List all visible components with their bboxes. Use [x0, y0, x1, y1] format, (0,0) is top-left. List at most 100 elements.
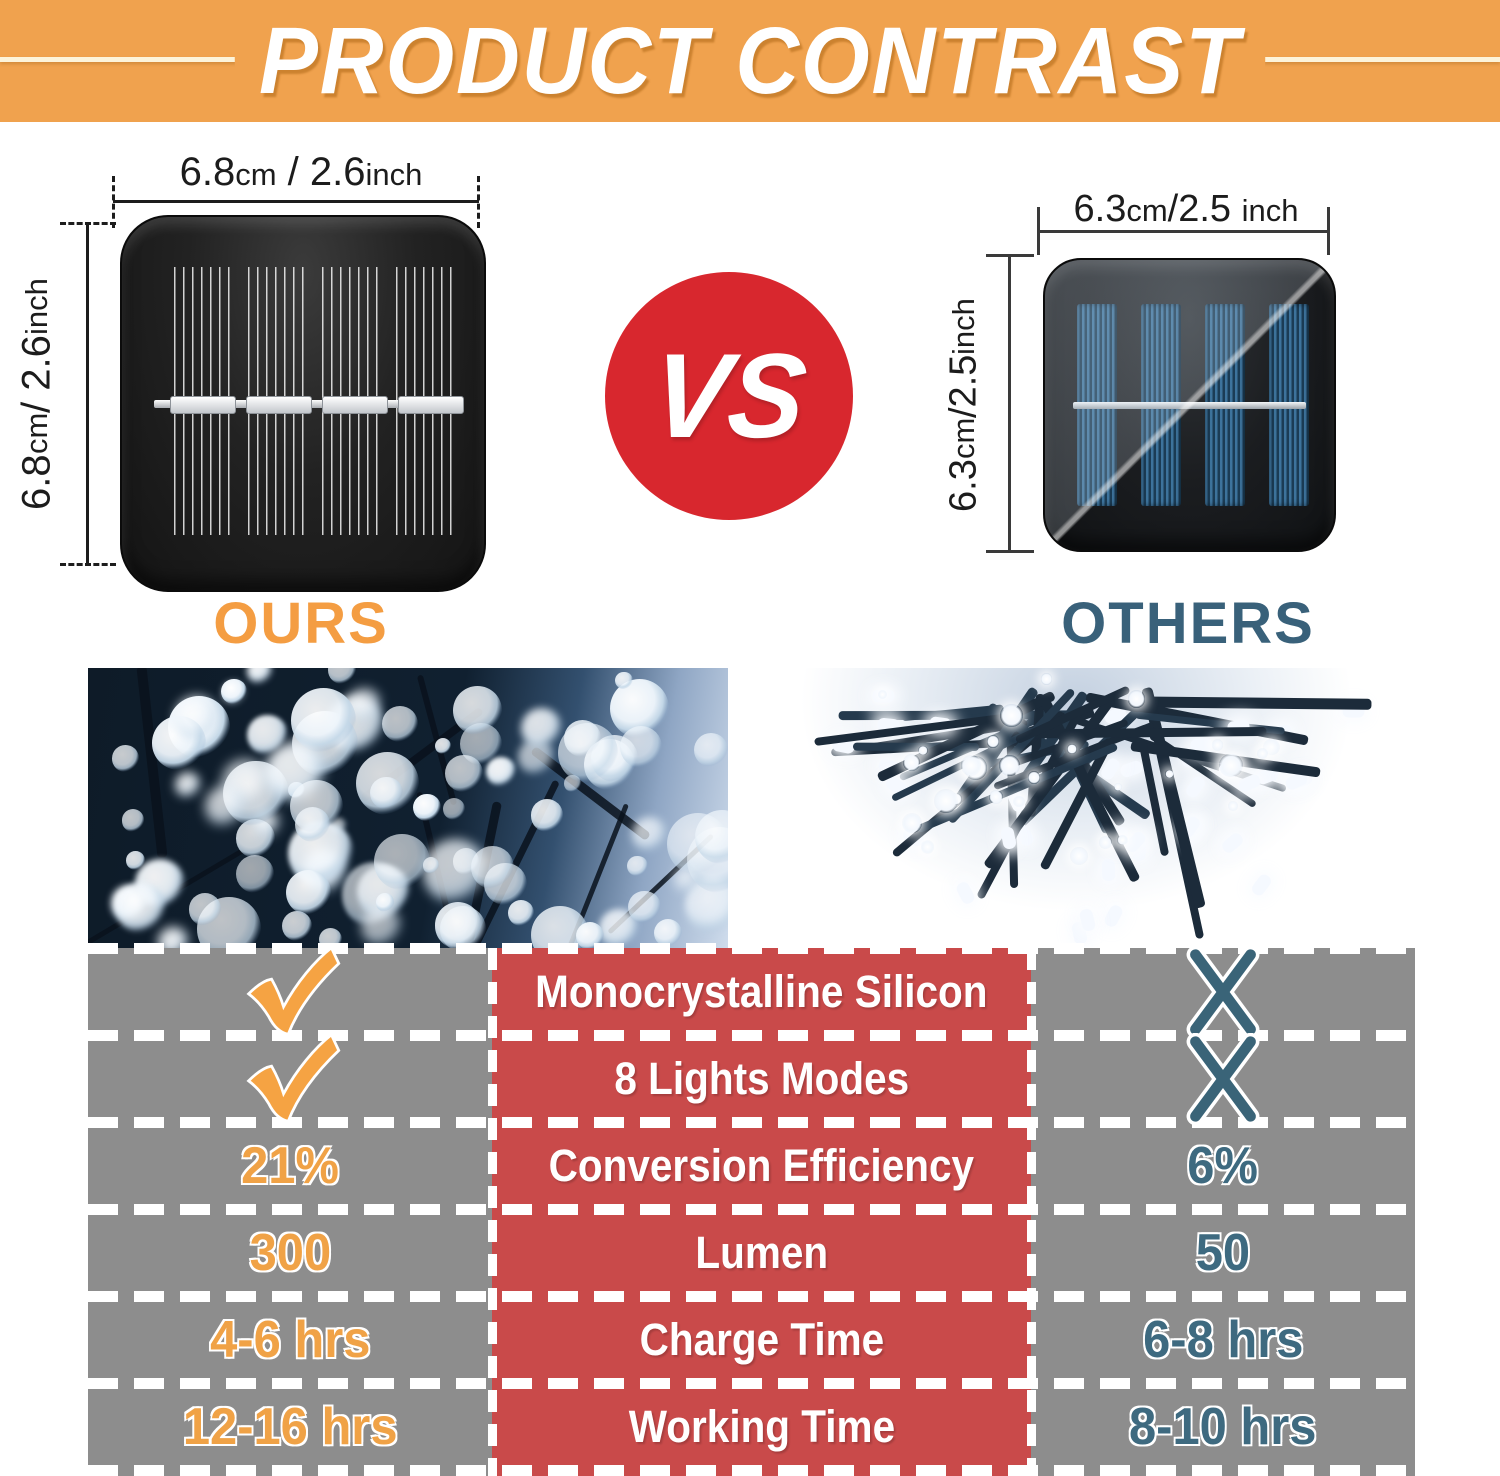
led-bokeh-light — [901, 812, 922, 833]
table-row: 12-16 hrs Working Time 8-10 hrs — [88, 1383, 1415, 1470]
ours-value-cell — [88, 1032, 492, 1123]
feature-label: Lumen — [695, 1226, 828, 1278]
led-bokeh-light — [693, 732, 728, 767]
others-lights-photo — [735, 668, 1418, 948]
others-width-dimension-label: 6.3cm/2.5 inch — [1073, 188, 1299, 230]
busbar — [154, 395, 464, 414]
others-value: 6% — [1187, 1136, 1259, 1195]
led-bokeh-light — [158, 927, 189, 948]
others-solar-panel — [1043, 258, 1336, 552]
led-bokeh-light — [1040, 672, 1053, 685]
led-bokeh-light — [174, 771, 202, 799]
led-bokeh-light — [632, 817, 667, 852]
led-bokeh-light — [486, 756, 516, 787]
table-row: 4-6 hrs Charge Time 6-8 hrs — [88, 1296, 1415, 1383]
led-bokeh-light — [998, 755, 1020, 777]
led-bokeh-light — [1099, 836, 1113, 850]
table-row: 21% Conversion Efficiency 6% — [88, 1122, 1415, 1209]
led-bokeh-light — [115, 882, 166, 934]
led-bokeh-light — [413, 793, 441, 821]
others-height-dimension-label: 6.3 cm/2.5 inch — [942, 297, 985, 513]
cross-icon — [1186, 945, 1260, 1038]
led-bokeh-light — [318, 927, 343, 948]
ours-solar-panel — [120, 215, 486, 592]
led-tip — [1102, 859, 1116, 882]
feature-label: Charge Time — [639, 1313, 884, 1365]
led-bokeh-light — [188, 893, 222, 926]
led-bokeh-light — [440, 906, 487, 948]
led-bokeh-light — [999, 703, 1023, 727]
led-bokeh-light — [1070, 847, 1089, 866]
check-icon — [246, 1032, 341, 1123]
led-bokeh-light — [530, 799, 564, 832]
feature-label: Monocrystalline Silicon — [535, 965, 988, 1017]
led-bokeh-light — [673, 866, 700, 893]
led-bokeh-light — [328, 668, 357, 685]
led-bokeh-light — [246, 668, 272, 684]
others-label: OTHERS — [1061, 591, 1315, 656]
others-value: 8-10 hrs — [1129, 1397, 1317, 1456]
comparison-table: Monocrystalline Silicon 8 Lights Modes — [88, 943, 1415, 1476]
vs-label: VS — [645, 329, 813, 463]
led-bokeh-light — [220, 678, 247, 705]
led-bokeh-light — [445, 755, 483, 793]
table-row: 8 Lights Modes — [88, 1032, 1415, 1125]
led-bokeh-light — [470, 845, 514, 889]
led-bokeh-light — [235, 854, 275, 894]
ours-value-cell — [88, 945, 492, 1036]
ours-value: 4-6 hrs — [209, 1310, 371, 1369]
vs-badge: VS — [605, 272, 853, 520]
led-bokeh-light — [988, 789, 1004, 805]
ours-width-measure-line — [113, 200, 479, 203]
others-value: 50 — [1195, 1223, 1251, 1282]
others-value-cell — [1031, 945, 1415, 1038]
feature-label: 8 Lights Modes — [614, 1052, 909, 1104]
led-bokeh-light — [126, 851, 145, 871]
ours-lights-photo — [88, 668, 728, 948]
feature-label: Working Time — [628, 1400, 895, 1452]
others-width-measure-line — [1038, 230, 1330, 233]
led-bokeh-light — [442, 797, 466, 820]
led-bokeh-light — [281, 910, 312, 941]
led-bokeh-light — [619, 726, 663, 769]
check-icon — [246, 945, 341, 1036]
led-bokeh-light — [1113, 782, 1123, 792]
led-bokeh-light — [361, 906, 403, 948]
header-banner: PRODUCT CONTRAST — [0, 0, 1500, 122]
led-bokeh-light — [558, 723, 619, 784]
led-bokeh-light — [933, 788, 959, 814]
led-bokeh-light — [173, 694, 220, 741]
ours-height-measure-line — [86, 223, 89, 565]
led-bokeh-light — [615, 671, 633, 689]
feature-label: Conversion Efficiency — [548, 1139, 975, 1191]
ours-value: 12-16 hrs — [182, 1397, 398, 1456]
ours-width-dimension-label: 6.8cm / 2.6inch — [179, 150, 423, 194]
led-bokeh-light — [434, 737, 451, 754]
led-bokeh-light — [370, 776, 403, 810]
led-bokeh-light — [653, 919, 683, 948]
led-bokeh-light — [878, 690, 888, 700]
table-row: Monocrystalline Silicon — [88, 945, 1415, 1038]
others-height-measure-line — [1008, 256, 1011, 552]
led-bokeh-light — [1165, 769, 1174, 778]
led-bokeh-light — [628, 890, 661, 924]
table-row: 300 Lumen 50 — [88, 1209, 1415, 1296]
led-bokeh-light — [920, 840, 935, 854]
panel-reflection — [1045, 260, 1334, 550]
led-bokeh-light — [918, 745, 929, 756]
led-bokeh-light — [204, 785, 246, 827]
led-bokeh-light — [111, 745, 139, 772]
led-bokeh-light — [374, 834, 430, 890]
led-bokeh-light — [1212, 739, 1224, 751]
led-bokeh-light — [1228, 800, 1239, 811]
others-value: 6-8 hrs — [1142, 1310, 1304, 1369]
others-value-cell — [1031, 1032, 1415, 1125]
led-bokeh-light — [422, 857, 440, 874]
ours-value: 300 — [249, 1223, 331, 1282]
led-bokeh-light — [986, 734, 1000, 748]
led-bokeh-light — [1127, 690, 1146, 708]
ours-label: OURS — [213, 591, 389, 656]
led-bokeh-light — [121, 809, 145, 832]
led-bokeh-light — [1219, 753, 1243, 778]
